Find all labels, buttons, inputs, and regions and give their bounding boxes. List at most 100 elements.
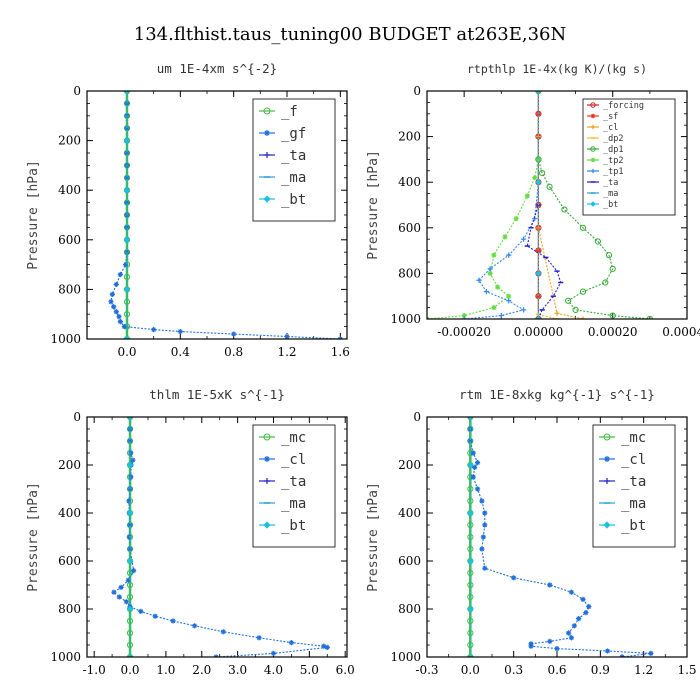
data-point [572, 306, 579, 313]
data-point [128, 450, 134, 456]
series-bt [123, 91, 131, 339]
data-point [126, 461, 134, 469]
y-tick-label: 600 [58, 554, 81, 568]
legend-marker [263, 521, 271, 529]
data-point [482, 510, 488, 516]
legend-marker [263, 195, 271, 203]
data-point [126, 498, 132, 504]
chart-panel-4: rtm 1E-8xkg kg^{-1} s^{-1} Pressure [hPa]… [366, 387, 697, 677]
data-point [123, 262, 129, 268]
y-tick-label: 600 [398, 554, 421, 568]
legend-marker [603, 521, 611, 529]
legend-marker [264, 152, 270, 158]
legend-marker [590, 102, 596, 108]
data-point [520, 307, 527, 313]
data-point [528, 643, 534, 649]
y-tick-label: 200 [58, 458, 81, 472]
plot-frame [426, 416, 688, 658]
data-point [491, 252, 497, 258]
data-point [494, 284, 501, 290]
series-cl [467, 417, 654, 657]
data-point [482, 522, 488, 528]
x-tick-label: 0.0 [120, 663, 139, 677]
legend-label: _sf [603, 112, 618, 122]
data-point [604, 648, 611, 654]
legend-label: _mc [281, 430, 306, 446]
series-bt [126, 417, 134, 657]
x-tick-label: 0.6 [547, 663, 566, 677]
legend-label: _ta [281, 474, 306, 490]
data-point [565, 630, 572, 636]
data-point [461, 316, 467, 319]
data-point [126, 509, 134, 517]
y-tick-label: 600 [58, 233, 81, 247]
chart-panel-1: um 1E-4xm s^{-2} Pressure [hPa] 0 200 400 600… [26, 61, 350, 359]
data-point [324, 644, 330, 650]
data-point [579, 288, 587, 295]
legend-marker [603, 433, 611, 441]
data-point [467, 653, 474, 657]
x-tick-label: 0.0 [461, 663, 480, 677]
legend-label: _bt [603, 200, 618, 210]
data-point [474, 460, 481, 466]
data-point [535, 91, 542, 95]
plot-frame [86, 90, 348, 340]
legend-label: _gf [281, 126, 306, 142]
data-point [123, 137, 131, 144]
legend-label: _dp1 [603, 145, 623, 155]
data-point [482, 565, 488, 571]
data-point [256, 635, 262, 641]
data-point [579, 224, 587, 231]
y-tick-label: 0 [73, 84, 81, 98]
data-point [128, 474, 134, 480]
data-point [116, 314, 122, 320]
data-point [487, 270, 493, 276]
data-point [479, 498, 485, 504]
data-point [467, 557, 474, 565]
data-point [580, 596, 586, 602]
data-point [511, 575, 517, 581]
panel-title: rtpthlp 1E-4x(kg K)/(kg s) [467, 62, 647, 76]
data-point [467, 438, 473, 444]
data-point [467, 461, 474, 469]
data-point [467, 509, 474, 517]
data-point [151, 326, 157, 333]
data-point [479, 546, 485, 552]
legend-marker [590, 113, 596, 119]
data-point [535, 293, 542, 299]
data-point [580, 316, 586, 319]
legend-marker [590, 124, 596, 130]
data-point [470, 450, 476, 456]
y-tick-label: 800 [58, 282, 81, 296]
data-point [571, 623, 577, 629]
data-point [535, 248, 542, 254]
data-point [470, 474, 476, 480]
chart-panel-3: thlm 1E-5xK s^{-1} Pressure [hPa] 0 200 400 6… [26, 387, 355, 677]
data-point [532, 175, 538, 181]
data-point [467, 605, 474, 613]
x-tick-label: 1.0 [156, 663, 175, 677]
data-point [535, 270, 542, 277]
legend-label: _tp1 [603, 167, 623, 177]
data-point [461, 312, 467, 319]
data-point [124, 175, 130, 181]
data-point [565, 297, 572, 304]
x-tick-label: 1.6 [331, 345, 350, 359]
legend: _f _gf _ta _ma _bt [252, 98, 336, 222]
y-tick-label: 0 [413, 410, 421, 424]
y-tick-label: 0 [413, 84, 421, 98]
plot-frame [426, 90, 688, 320]
data-point [583, 610, 589, 616]
data-point [138, 608, 144, 614]
legend-box [582, 98, 676, 216]
data-point [476, 277, 482, 283]
data-point [546, 183, 553, 190]
data-point [474, 486, 481, 492]
data-point [126, 653, 134, 657]
plot-area [467, 417, 654, 657]
data-point [109, 291, 115, 297]
series-line [464, 91, 539, 319]
data-point [152, 613, 158, 619]
y-tick-label: 1000 [390, 650, 421, 664]
data-point [535, 315, 542, 319]
